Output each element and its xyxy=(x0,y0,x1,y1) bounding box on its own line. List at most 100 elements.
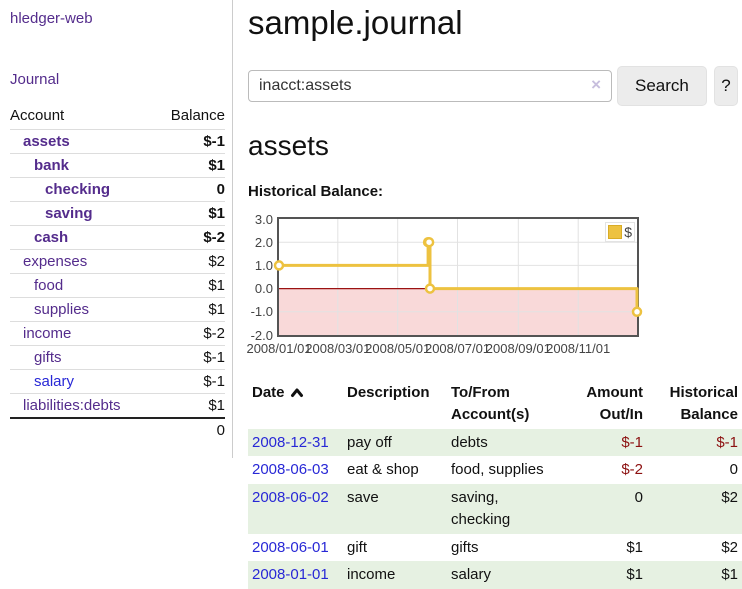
account-link-salary[interactable]: salary xyxy=(34,373,74,390)
account-balance: $-1 xyxy=(154,370,225,394)
account-link-assets[interactable]: assets xyxy=(23,133,70,150)
account-link-supplies[interactable]: supplies xyxy=(34,301,89,318)
account-row: supplies $1 xyxy=(10,298,225,322)
transaction-amount: 0 xyxy=(559,484,647,534)
account-link-bank[interactable]: bank xyxy=(34,157,69,174)
sidebar-item-journal[interactable]: Journal xyxy=(10,71,225,88)
transaction-balance: $2 xyxy=(647,534,742,562)
account-balance: $-2 xyxy=(154,226,225,250)
account-row: bank $1 xyxy=(10,154,225,178)
x-axis-tick-label: 2008/07/01 xyxy=(425,341,490,356)
help-button[interactable]: ? xyxy=(714,66,738,106)
account-link-saving[interactable]: saving xyxy=(45,205,93,222)
account-row: gifts $-1 xyxy=(10,346,225,370)
data-point-marker xyxy=(633,308,641,316)
transaction-amount: $1 xyxy=(559,534,647,562)
tx-header-label: Description xyxy=(347,384,430,401)
accounts-header-account: Account xyxy=(10,103,154,130)
transaction-date-link[interactable]: 2008-01-01 xyxy=(252,566,329,583)
transaction-accounts: saving, checking xyxy=(447,484,559,534)
legend-label: $ xyxy=(624,224,632,240)
transaction-date-link[interactable]: 2008-12-31 xyxy=(252,434,329,451)
y-axis-tick-label: 2.0 xyxy=(248,234,273,251)
transaction-amount: $-1 xyxy=(559,429,647,457)
y-axis-tick-label: -1.0 xyxy=(248,303,273,320)
account-row: saving$1 xyxy=(10,202,225,226)
clear-search-icon[interactable]: × xyxy=(591,76,601,93)
chart-label: Historical Balance: xyxy=(248,183,738,200)
chart-plot-area: $ xyxy=(277,217,639,337)
account-balance: $1 xyxy=(154,154,225,178)
transaction-amount: $-2 xyxy=(559,456,647,484)
account-row: liabilities:debts $1 xyxy=(10,394,225,419)
chart-legend: $ xyxy=(605,222,635,242)
brand-link[interactable]: hledger-web xyxy=(10,10,225,27)
tx-header-amount-out-in[interactable]: Amount Out/In xyxy=(559,379,647,429)
transaction-description: income xyxy=(343,561,447,589)
transaction-date-link[interactable]: 2008-06-03 xyxy=(252,461,329,478)
tx-header-label: To/From Account(s) xyxy=(451,384,529,423)
tx-header-label: Amount Out/In xyxy=(586,384,643,423)
x-axis-tick-label: 2008/03/01 xyxy=(305,341,370,356)
data-point-marker xyxy=(425,238,433,246)
account-section-title: assets xyxy=(248,130,738,162)
transaction-balance: $2 xyxy=(647,484,742,534)
transaction-description: save xyxy=(343,484,447,534)
account-balance: 0 xyxy=(154,178,225,202)
transaction-balance: 0 xyxy=(647,456,742,484)
accounts-total-row: 0 xyxy=(10,418,225,442)
transaction-accounts: debts xyxy=(447,429,559,457)
legend-swatch xyxy=(608,225,622,239)
tx-header-description[interactable]: Description xyxy=(343,379,447,429)
search-input[interactable] xyxy=(248,70,612,102)
transaction-description: pay off xyxy=(343,429,447,457)
transaction-accounts: food, supplies xyxy=(447,456,559,484)
search-button[interactable]: Search xyxy=(617,66,707,106)
account-link-liabilities-debts[interactable]: liabilities:debts xyxy=(23,397,121,414)
account-link-expenses[interactable]: expenses xyxy=(23,253,87,270)
transaction-amount: $1 xyxy=(559,561,647,589)
search-bar: × Search ? xyxy=(248,66,738,106)
x-axis-tick-label: 2008/09/01 xyxy=(486,341,551,356)
accounts-header-balance: Balance xyxy=(154,103,225,130)
main-content: sample.journal × Search ? assets Histori… xyxy=(233,0,742,589)
account-link-checking[interactable]: checking xyxy=(45,181,110,198)
transaction-description: gift xyxy=(343,534,447,562)
tx-header-historical-balance[interactable]: Historical Balance xyxy=(647,379,742,429)
account-balance: $-1 xyxy=(154,130,225,154)
transaction-balance: $1 xyxy=(647,561,742,589)
account-balance: $1 xyxy=(154,274,225,298)
transaction-date-link[interactable]: 2008-06-02 xyxy=(252,489,329,506)
data-point-marker xyxy=(426,285,434,293)
search-input-wrap: × xyxy=(248,70,610,102)
sidebar: hledger-web Journal Account Balance asse… xyxy=(0,0,233,458)
transaction-balance: $-1 xyxy=(647,429,742,457)
account-balance: $-2 xyxy=(154,322,225,346)
account-row: checking 0 xyxy=(10,178,225,202)
account-balance: $1 xyxy=(154,394,225,419)
transaction-accounts: salary xyxy=(447,561,559,589)
transaction-date-link[interactable]: 2008-06-01 xyxy=(252,539,329,556)
sort-ascending-icon xyxy=(290,384,304,401)
account-link-gifts[interactable]: gifts xyxy=(34,349,62,366)
y-axis-tick-label: 3.0 xyxy=(248,211,273,228)
tx-header-date[interactable]: Date xyxy=(248,379,343,429)
account-link-income[interactable]: income xyxy=(23,325,71,342)
y-axis-tick-label: 1.0 xyxy=(248,257,273,274)
account-link-cash[interactable]: cash xyxy=(34,229,68,246)
account-balance: $1 xyxy=(154,298,225,322)
account-link-food[interactable]: food xyxy=(34,277,63,294)
account-balance: $-1 xyxy=(154,346,225,370)
x-axis-tick-label: 2008/05/01 xyxy=(365,341,430,356)
account-row: food $1 xyxy=(10,274,225,298)
tx-header-to-from-account-s-[interactable]: To/From Account(s) xyxy=(447,379,559,429)
y-axis-tick-label: 0.0 xyxy=(248,280,273,297)
